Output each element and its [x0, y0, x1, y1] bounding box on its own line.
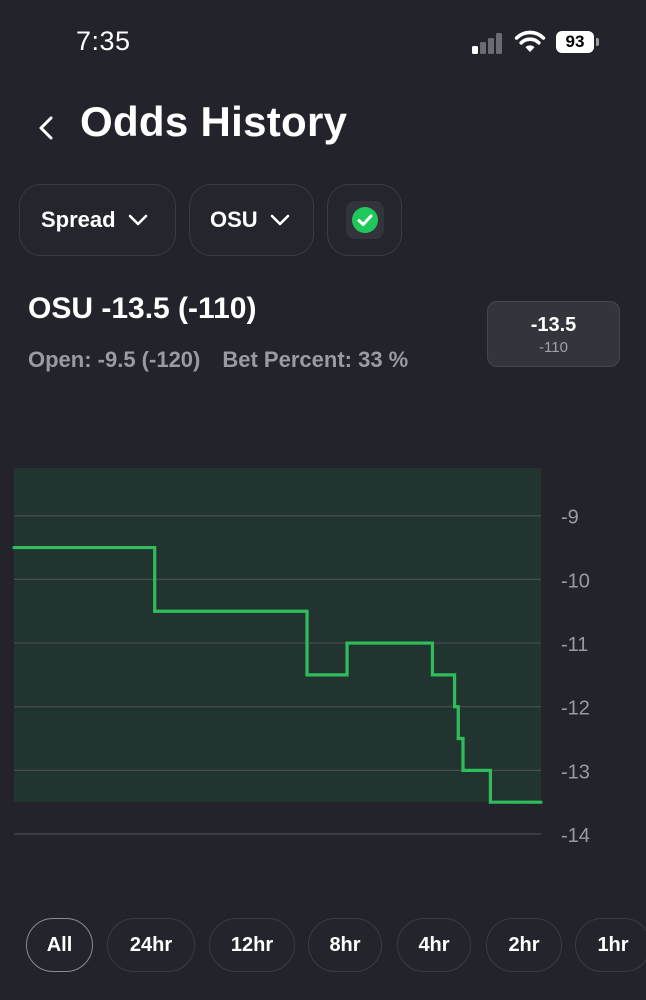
range-button-4hr[interactable]: 4hr: [397, 918, 471, 972]
range-button-24hr[interactable]: 24hr: [107, 918, 195, 972]
y-tick-label: -12: [561, 698, 590, 720]
chart-series-line: [14, 545, 541, 804]
chart-point: [430, 673, 435, 677]
chart-point: [305, 673, 309, 677]
status-time: 7:35: [76, 26, 131, 56]
current-odds: -110: [539, 339, 568, 356]
market-dropdown-label: Spread: [41, 207, 116, 232]
y-tick-label: -14: [561, 825, 590, 847]
chart-point: [452, 705, 457, 709]
range-button-1hr[interactable]: 1hr: [575, 918, 646, 972]
chart-point: [515, 800, 519, 804]
line-title: OSU -13.5 (-110): [28, 292, 257, 325]
current-odds-box[interactable]: -13.5 -110: [487, 301, 620, 367]
range-button-12hr[interactable]: 12hr: [209, 918, 295, 972]
y-tick-label: -11: [561, 634, 588, 656]
open-line: Open: -9.5 (-120): [28, 347, 201, 372]
cellular-signal-icon: [472, 32, 504, 54]
chart-point: [528, 800, 533, 804]
status-bar: 7:35 93: [0, 0, 646, 80]
bet-percent: Bet Percent: 33 %: [222, 347, 409, 372]
chart-point: [153, 609, 157, 613]
current-spread: -13.5: [530, 314, 577, 336]
chevron-down-icon: [270, 214, 289, 226]
sportsbook-selector[interactable]: [327, 184, 402, 256]
chart-point: [12, 545, 16, 550]
back-chevron-icon[interactable]: [32, 110, 62, 146]
check-circle-icon: [351, 207, 378, 233]
y-tick-label: -9: [561, 507, 579, 529]
range-button-all[interactable]: All: [26, 918, 93, 972]
chart-point: [456, 736, 460, 741]
range-button-8hr[interactable]: 8hr: [308, 918, 382, 972]
range-button-2hr[interactable]: 2hr: [486, 918, 562, 972]
chart-point: [345, 641, 349, 645]
chevron-down-icon: [128, 214, 147, 226]
page-title: Odds History: [80, 98, 348, 145]
wifi-icon: [514, 30, 546, 52]
y-tick-label: -13: [561, 761, 590, 783]
chart-point: [539, 800, 543, 804]
odds-history-chart: -9 -10 -11 -12 -13 -14: [12, 468, 590, 847]
chart-point: [488, 800, 493, 804]
market-dropdown[interactable]: Spread: [19, 184, 176, 256]
battery-icon: 93: [556, 31, 599, 53]
team-dropdown-label: OSU: [210, 207, 258, 232]
chart-point: [502, 800, 506, 804]
sportsbook-logo: [345, 201, 384, 239]
chart-point: [462, 768, 467, 772]
time-range-selector: All 24hr 12hr 8hr 4hr 2hr 1hr: [0, 918, 646, 976]
battery-level: 93: [556, 31, 594, 53]
chart-area-fill: [14, 468, 541, 803]
line-subtitle: Open: -9.5 (-120) Bet Percent: 33 %: [28, 347, 408, 373]
y-tick-label: -10: [561, 570, 590, 592]
team-dropdown[interactable]: OSU: [189, 184, 314, 256]
